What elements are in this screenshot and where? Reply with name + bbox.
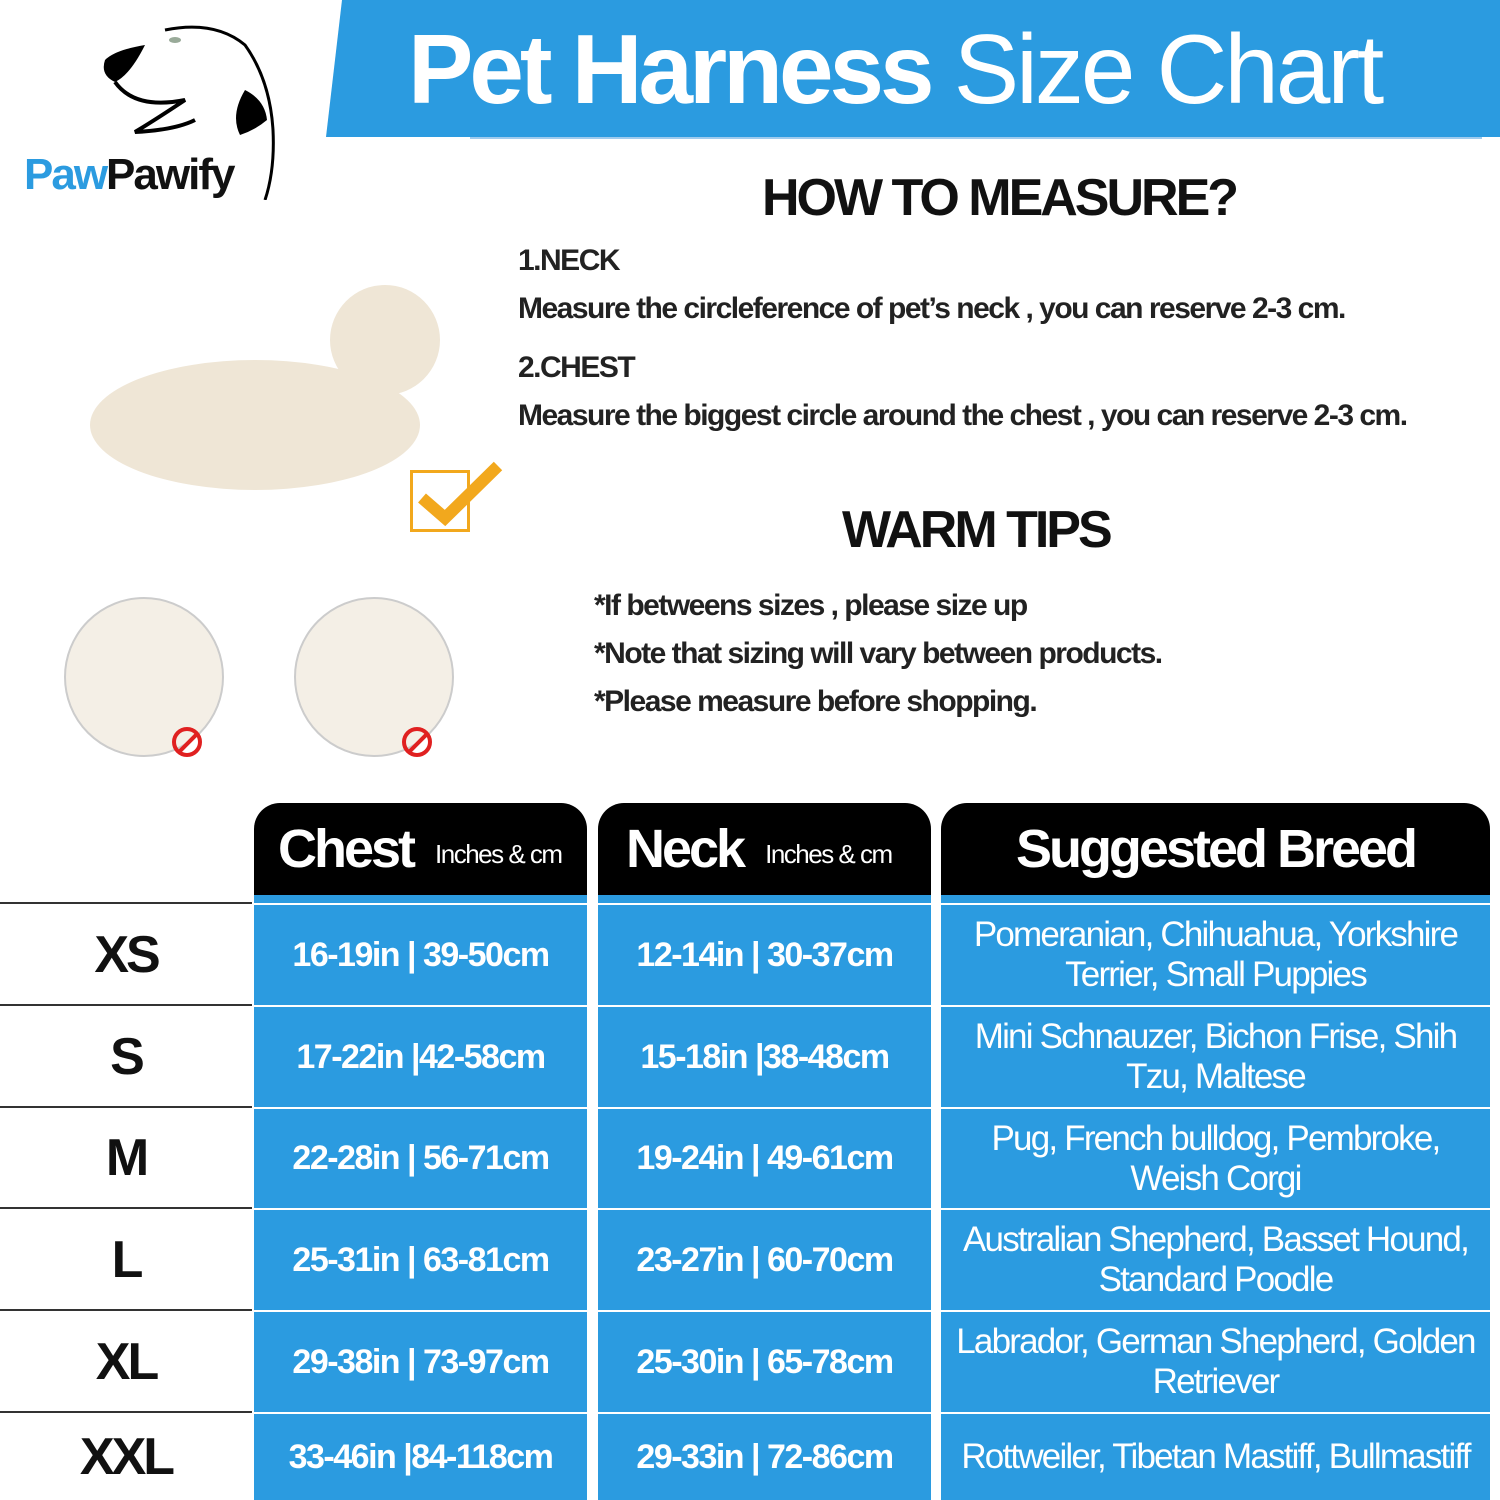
header-strip <box>254 895 587 903</box>
neck-cell: 12-14in | 30-37cm <box>598 905 931 1005</box>
chest-cell: 33-46in |84-118cm <box>254 1414 587 1500</box>
neck-cell: 23-27in | 60-70cm <box>598 1210 931 1310</box>
neck-cell: 19-24in | 49-61cm <box>598 1109 931 1208</box>
prohibited-icon <box>172 727 202 757</box>
size-label: XXL <box>0 1411 252 1500</box>
chest-cell: 25-31in | 63-81cm <box>254 1210 587 1310</box>
header-breed: Suggested Breed <box>941 803 1490 895</box>
breed-cell: Labrador, German Shepherd, Golden Retrie… <box>941 1312 1490 1412</box>
page-title: Pet Harness Size Chart <box>408 14 1384 124</box>
chest-cell: 16-19in | 39-50cm <box>254 905 587 1005</box>
neck-cell: 29-33in | 72-86cm <box>598 1414 931 1500</box>
dog-logo-icon <box>103 25 275 200</box>
divider <box>470 137 1482 139</box>
size-label: S <box>0 1004 252 1107</box>
breed-cell: Pomeranian, Chihuahua, Yorkshire Terrier… <box>941 905 1490 1005</box>
neck-label: 1.NECK <box>518 244 621 277</box>
header-neck: Neck Inches & cm <box>598 803 931 895</box>
prohibited-icon <box>402 727 432 757</box>
wrong-chest-photo <box>294 597 454 757</box>
neck-cell: 15-18in |38-48cm <box>598 1007 931 1107</box>
brand-logo: PawPawify <box>24 150 235 199</box>
size-label: M <box>0 1106 252 1208</box>
breed-cell: Pug, French bulldog, Pembroke, Weish Cor… <box>941 1109 1490 1208</box>
size-label: XS <box>0 902 252 1005</box>
chest-cell: 22-28in | 56-71cm <box>254 1109 587 1208</box>
chest-label: 2.CHEST <box>518 351 636 384</box>
tip: *If betweens sizes , please size up <box>594 589 1028 622</box>
breed-cell: Rottweiler, Tibetan Mastiff, Bullmastiff <box>941 1414 1490 1500</box>
size-label: XL <box>0 1309 252 1412</box>
header-strip <box>941 895 1490 903</box>
chest-cell: 17-22in |42-58cm <box>254 1007 587 1107</box>
dog-photo-head <box>330 285 440 395</box>
tip: *Note that sizing will vary between prod… <box>594 637 1163 670</box>
checkmark-icon <box>418 461 503 527</box>
title-banner <box>326 0 1500 137</box>
neck-instruction: Measure the circleference of pet’s neck … <box>518 292 1346 325</box>
chest-instruction: Measure the biggest circle around the ch… <box>518 399 1408 432</box>
warm-tips-heading: WARM TIPS <box>842 501 1113 559</box>
tip: *Please measure before shopping. <box>594 685 1038 718</box>
chest-cell: 29-38in | 73-97cm <box>254 1312 587 1412</box>
how-to-measure-heading: HOW TO MEASURE? <box>762 169 1239 227</box>
breed-cell: Australian Shepherd, Basset Hound, Stand… <box>941 1210 1490 1310</box>
neck-cell: 25-30in | 65-78cm <box>598 1312 931 1412</box>
wrong-neck-photo <box>64 597 224 757</box>
breed-cell: Mini Schnauzer, Bichon Frise, Shih Tzu, … <box>941 1007 1490 1107</box>
size-label: L <box>0 1207 252 1310</box>
header-chest: Chest Inches & cm <box>254 803 587 895</box>
header-strip <box>598 895 931 903</box>
